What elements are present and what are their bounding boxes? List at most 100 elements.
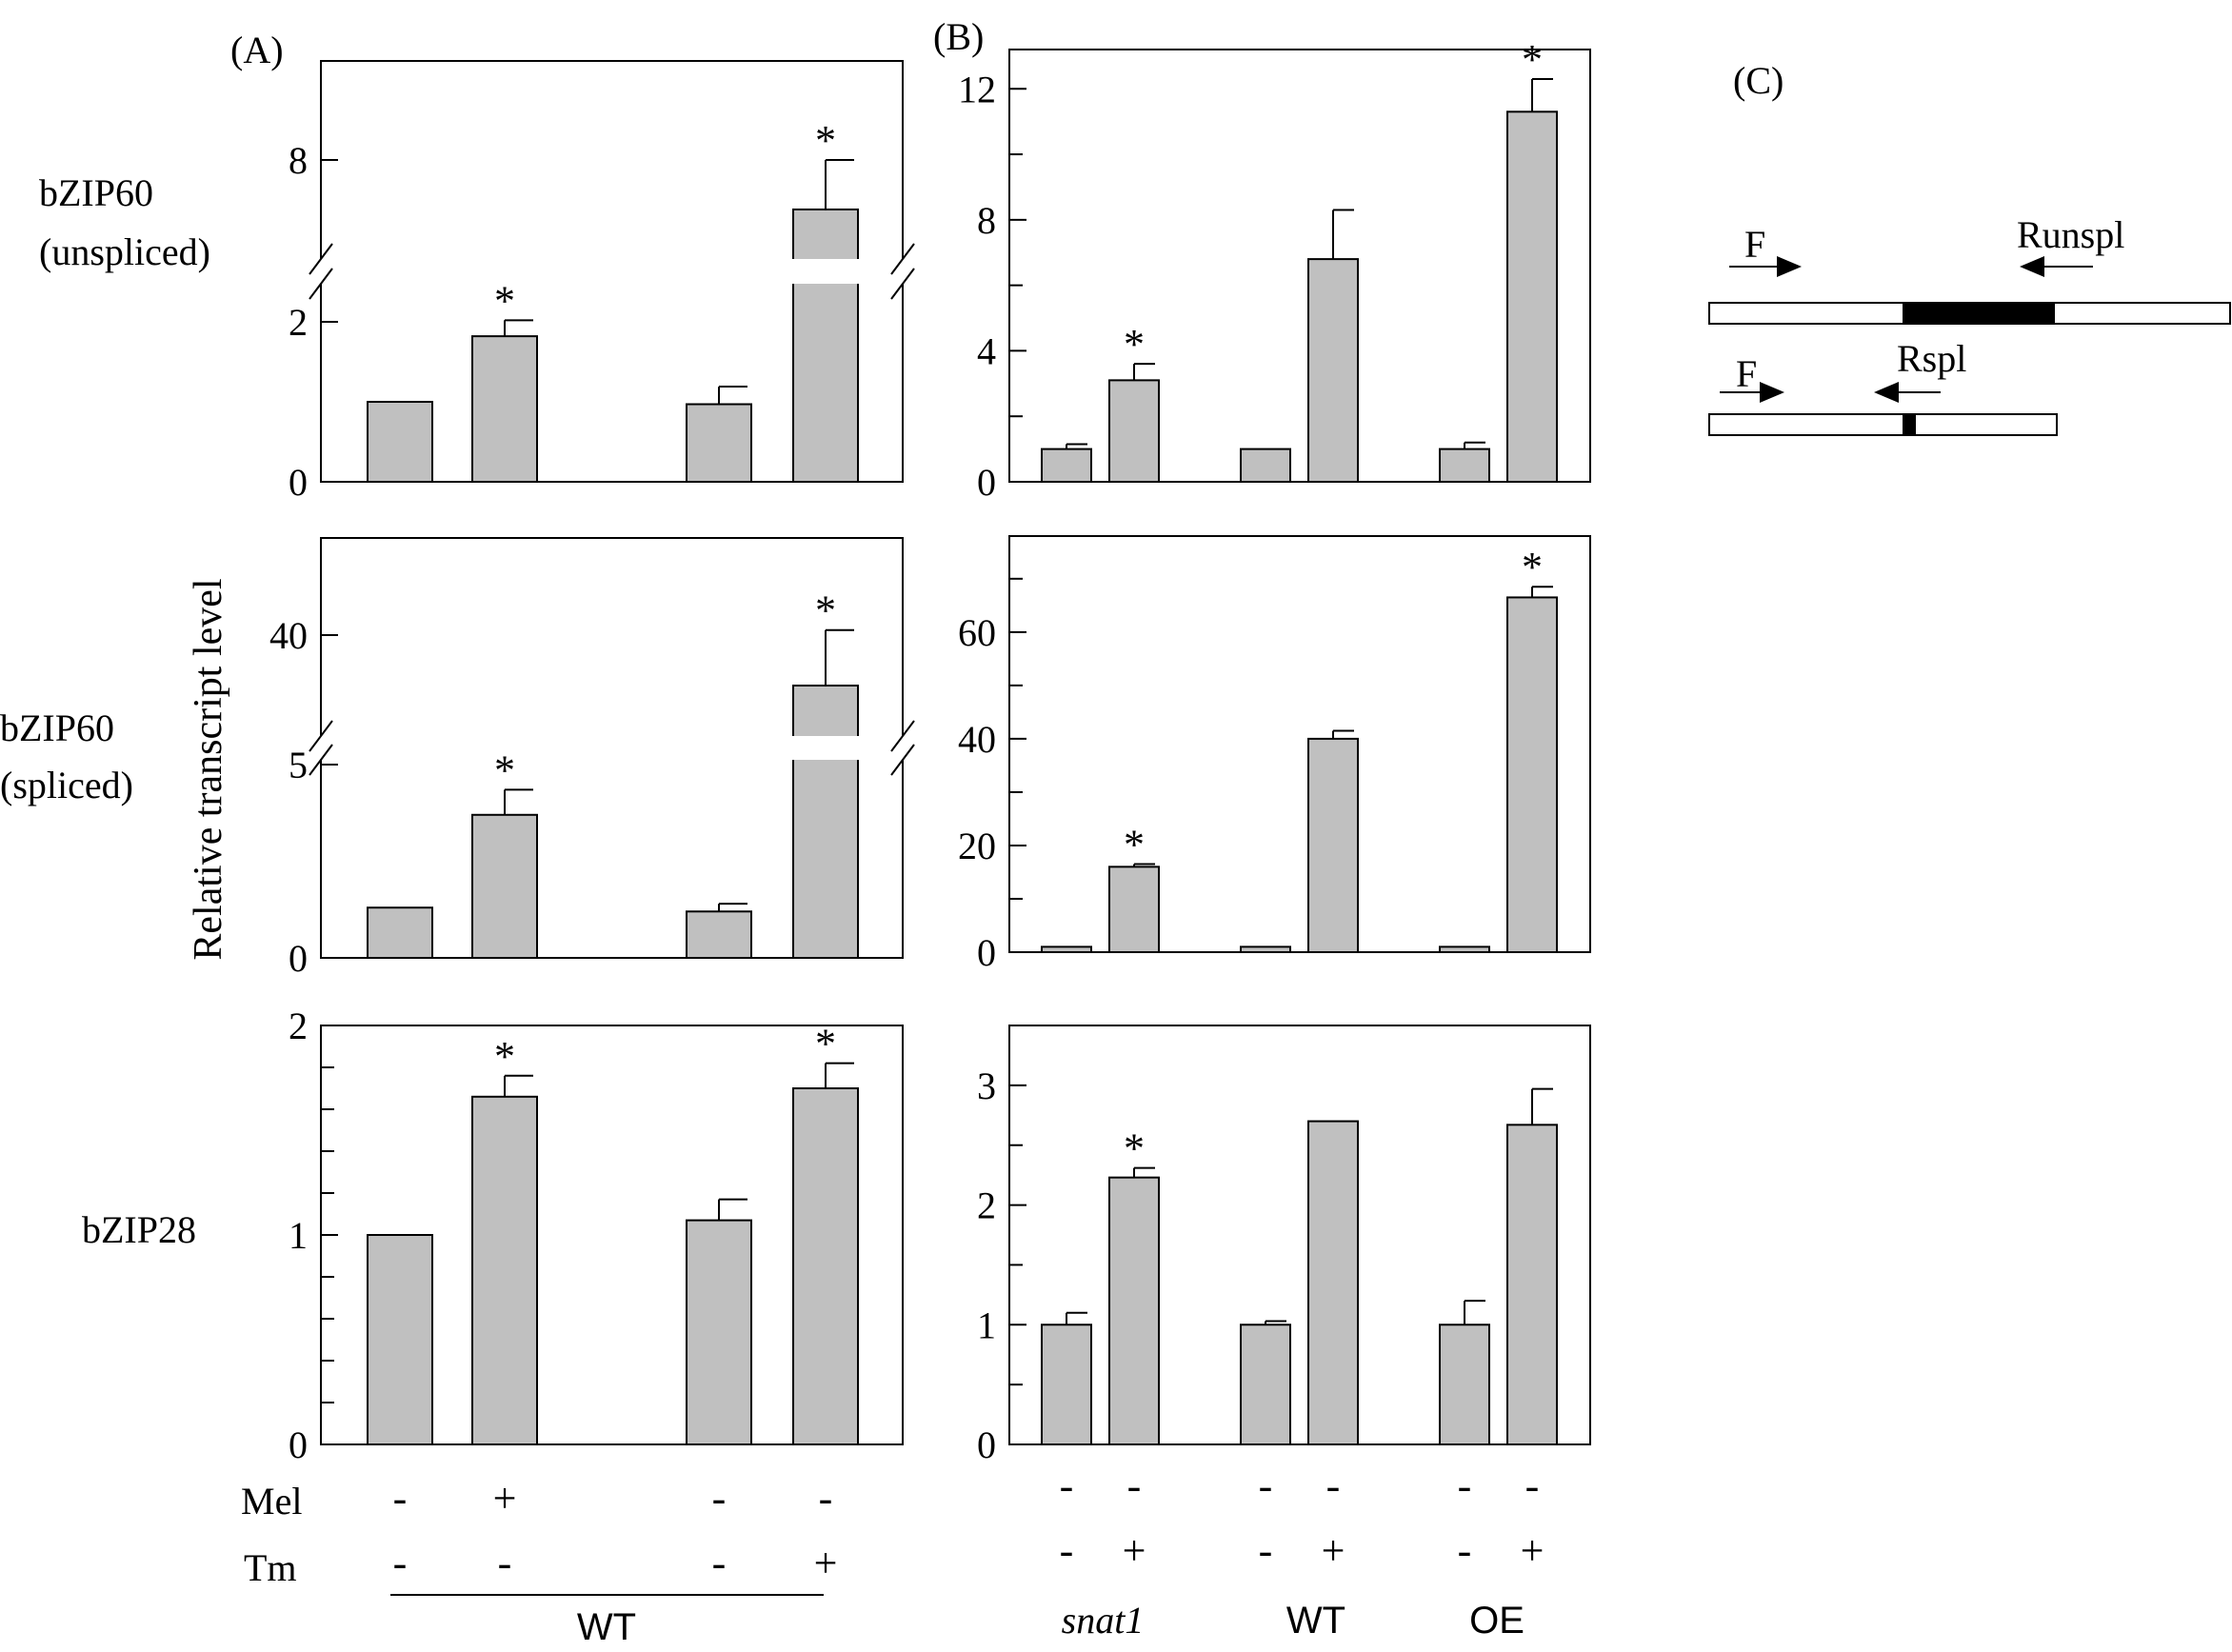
y-tick-label: 40: [958, 718, 996, 761]
axis-break-gap: [317, 259, 325, 284]
break-slash: [890, 243, 915, 275]
bar: [471, 813, 538, 960]
significance-asterisk: *: [1522, 36, 1543, 83]
a-mel-sign: -: [819, 1475, 833, 1522]
significance-asterisk: *: [815, 1021, 836, 1067]
chart-a1: 0 2 8 * *: [289, 60, 915, 504]
plot-frame: [1008, 535, 1591, 953]
b-sign: +: [1521, 1527, 1544, 1574]
bar: [1439, 945, 1490, 954]
primer-f-arrowhead-1: [1777, 256, 1802, 277]
bar: [1506, 596, 1558, 954]
y-tick-label: 40: [269, 614, 308, 657]
significance-asterisk: *: [815, 587, 836, 634]
primer-runspl-arrowhead: [2020, 256, 2044, 277]
bar: [471, 335, 538, 483]
b-sign: -: [1326, 1463, 1341, 1509]
y-tick-label: 8: [289, 139, 308, 182]
y-tick-label: 3: [977, 1065, 996, 1107]
panel-a-mel-signs: - + - -: [393, 1475, 833, 1522]
panel-b-row2-signs: - + - + - +: [1060, 1527, 1544, 1574]
a-tm-sign: +: [814, 1540, 838, 1586]
bar-break-gap: [790, 736, 861, 760]
bar: [367, 906, 433, 959]
y-tick-label: 0: [977, 931, 996, 974]
bar: [1041, 1324, 1092, 1446]
significance-asterisk: *: [1124, 1125, 1145, 1172]
bar: [1439, 1324, 1490, 1446]
axis-break-gap: [899, 736, 907, 760]
y-tick-label: 8: [977, 199, 996, 242]
y-tick-label: 0: [289, 461, 308, 504]
y-tick-label: 20: [958, 825, 996, 867]
y-tick-label: 60: [958, 611, 996, 654]
row3-gene-label: bZIP28: [82, 1208, 196, 1251]
bar: [1108, 379, 1160, 483]
b-sign: +: [1123, 1527, 1146, 1574]
bar-break-gap: [790, 259, 861, 284]
y-tick-label: 2: [289, 1005, 308, 1047]
break-slash: [309, 720, 333, 752]
mel-label: Mel: [241, 1480, 302, 1523]
bar: [1506, 110, 1558, 484]
row2-gene-sublabel: (spliced): [0, 764, 133, 806]
b-sign: -: [1525, 1463, 1540, 1509]
bar: [792, 1087, 859, 1445]
y-tick-label: 2: [977, 1184, 996, 1227]
bar: [1240, 448, 1291, 483]
primer-rspl-label: Rspl: [1897, 337, 1966, 380]
y-tick-label: 0: [289, 937, 308, 980]
bar: [1041, 945, 1092, 954]
plot-frame: [1008, 49, 1591, 483]
b-sign: -: [1458, 1527, 1472, 1574]
bar: [1307, 737, 1359, 954]
bar: [1240, 1324, 1291, 1446]
group-label-snat1: snat1: [1062, 1599, 1145, 1642]
significance-asterisk: *: [494, 1033, 515, 1080]
spliced-transcript-bar: [1708, 413, 2058, 436]
chart-b1: 0 4 8 12 * *: [958, 36, 1591, 504]
y-tick-label: 0: [977, 461, 996, 504]
row1-gene-sublabel: (unspliced): [39, 230, 210, 273]
break-slash: [890, 720, 915, 752]
axis-break-gap: [899, 259, 907, 284]
y-tick-label: 0: [977, 1423, 996, 1466]
intron-segment: [1903, 303, 2055, 324]
y-tick-label: 1: [977, 1304, 996, 1346]
a-tm-sign: -: [498, 1540, 512, 1586]
break-slash: [309, 243, 333, 275]
bar: [1307, 1120, 1359, 1445]
bar: [686, 403, 752, 483]
plot-frame: [1008, 1025, 1591, 1445]
bar: [1439, 448, 1490, 483]
chart-b3: 0 1 2 3 *: [977, 1025, 1591, 1466]
significance-asterisk: *: [494, 277, 515, 324]
bar: [792, 209, 859, 483]
a-mel-sign: -: [712, 1475, 727, 1522]
break-slash: [890, 268, 915, 300]
primer-f-label-1: F: [1744, 223, 1765, 266]
chart-a2: 0 5 40 * *: [269, 537, 915, 980]
b-sign: -: [1458, 1463, 1472, 1509]
bar: [792, 685, 859, 959]
group-label-oe: OE: [1469, 1600, 1525, 1642]
y-axis-title: Relative transcript level: [187, 578, 230, 960]
splice-junction-segment: [1903, 414, 1916, 435]
y-tick-label: 1: [289, 1214, 308, 1257]
bar: [1240, 945, 1291, 954]
group-label-wt: WT: [1286, 1600, 1345, 1642]
significance-asterisk: *: [1124, 321, 1145, 368]
y-tick-label: 5: [289, 744, 308, 786]
bar: [367, 1234, 433, 1445]
b-sign: +: [1322, 1527, 1345, 1574]
panel-label-a: (A): [230, 29, 284, 71]
a-tm-sign: -: [393, 1540, 408, 1586]
bar: [1108, 866, 1160, 953]
bar: [471, 1095, 538, 1446]
bar: [686, 1219, 752, 1445]
b-sign: -: [1060, 1527, 1074, 1574]
row2-gene-label: bZIP60: [0, 707, 114, 749]
bar: [686, 910, 752, 960]
break-slash: [890, 744, 915, 776]
